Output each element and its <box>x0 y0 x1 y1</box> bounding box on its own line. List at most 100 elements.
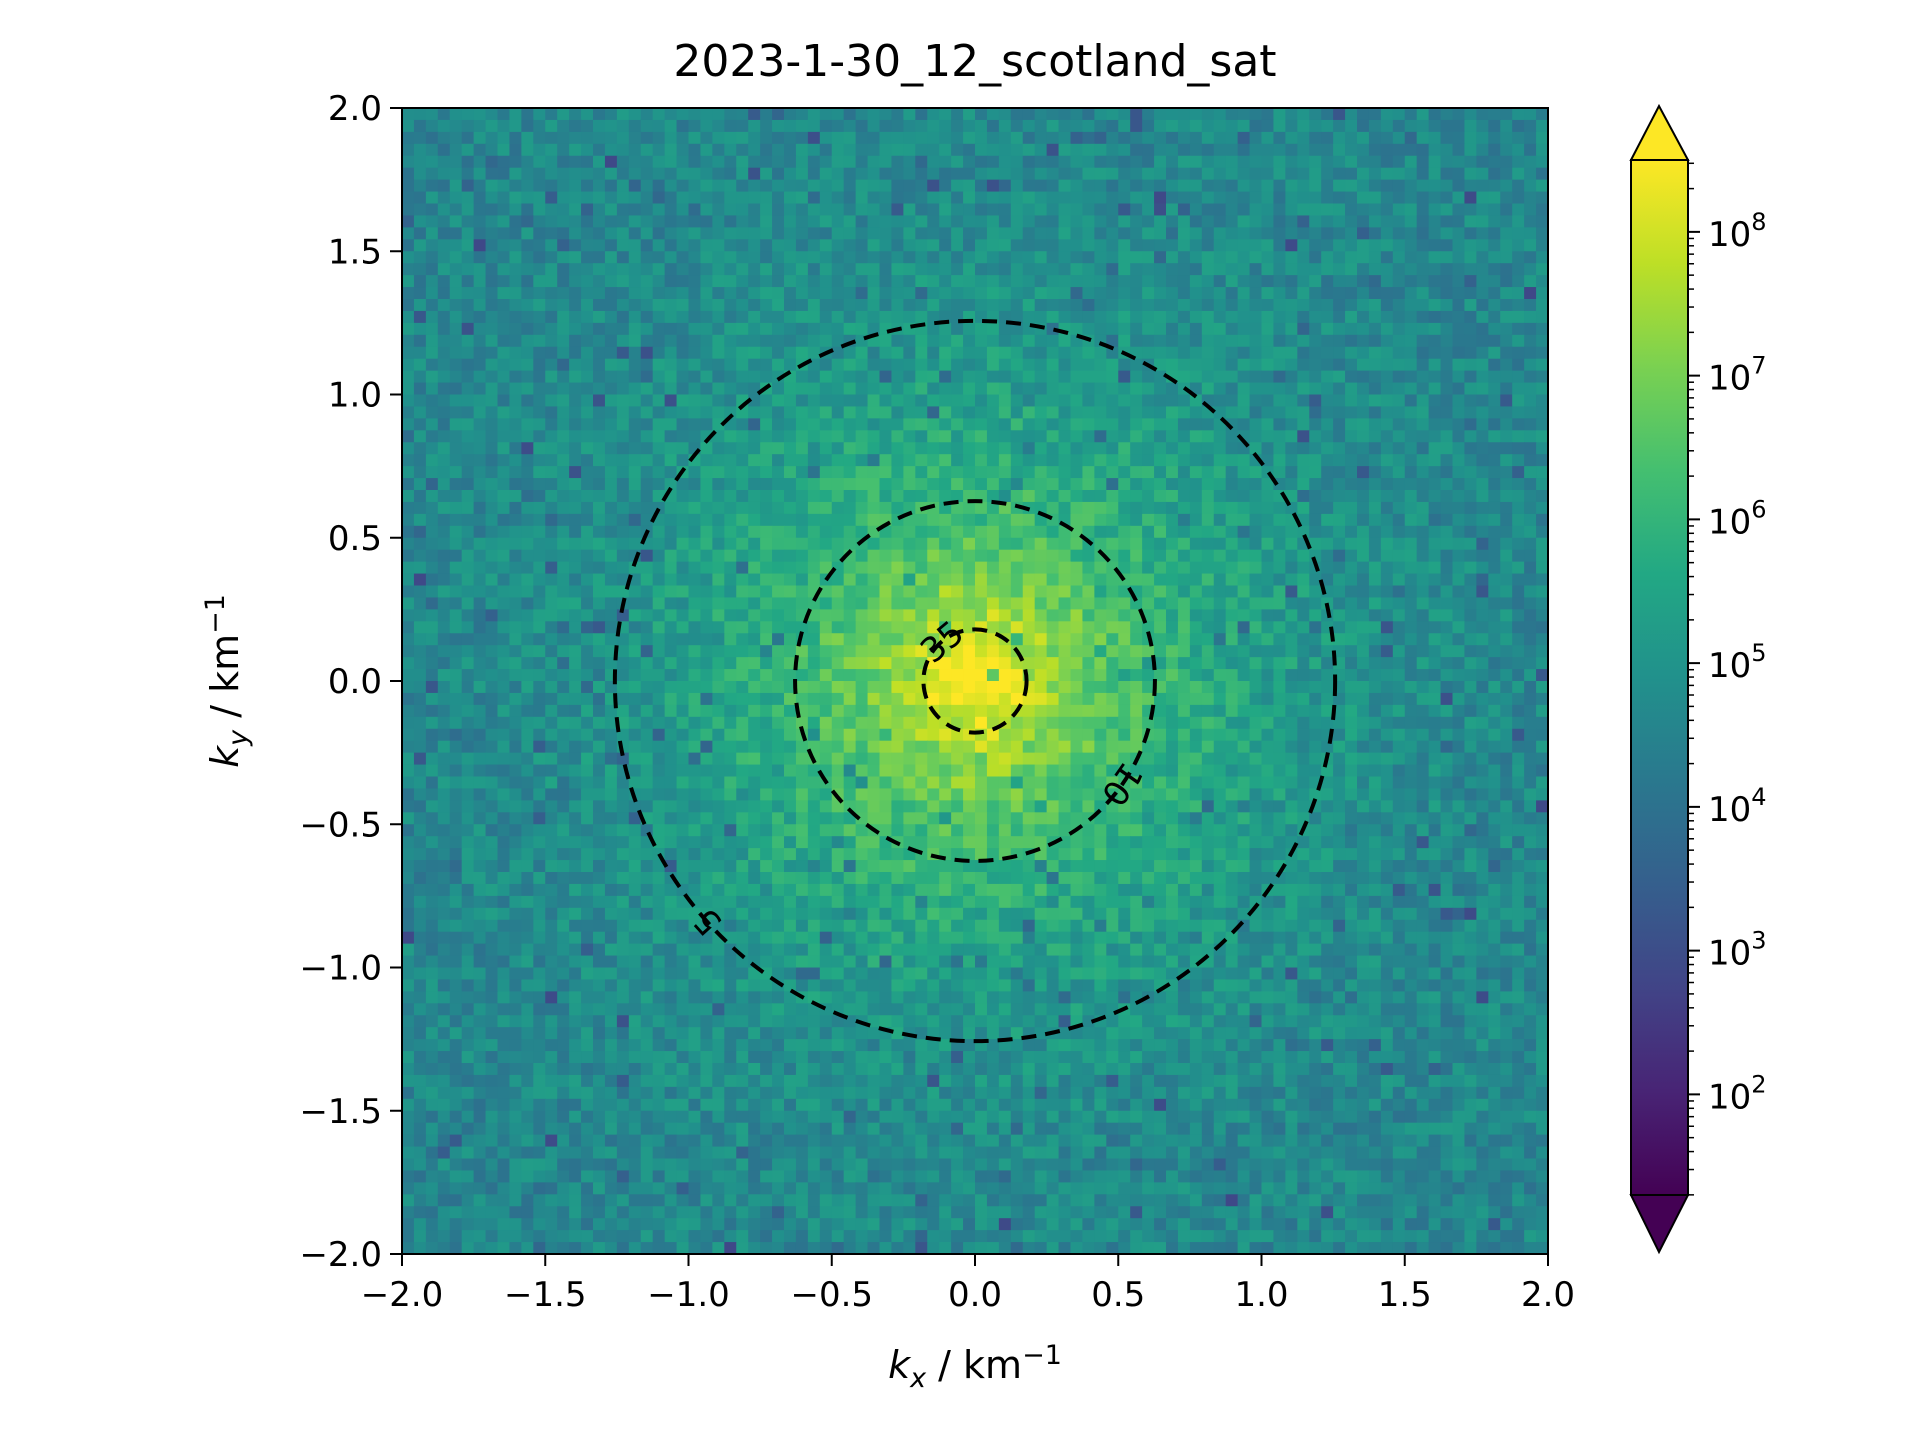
heatmap-cell <box>521 609 534 622</box>
heatmap-cell <box>1189 490 1203 503</box>
heatmap-cell <box>1106 131 1119 145</box>
heatmap-cell <box>712 549 725 563</box>
heatmap-cell <box>473 155 487 169</box>
heatmap-cell <box>1416 394 1430 408</box>
heatmap-cell <box>557 704 570 718</box>
heatmap-cell <box>616 322 630 336</box>
heatmap-cell <box>1166 681 1179 694</box>
heatmap-cell <box>927 179 940 193</box>
heatmap-cell <box>1058 585 1072 599</box>
heatmap-cell <box>1309 585 1322 599</box>
heatmap-cell <box>1213 394 1227 408</box>
heatmap-cell <box>1022 466 1036 479</box>
heatmap-cell <box>1237 609 1251 622</box>
heatmap-cell <box>1046 692 1060 706</box>
heatmap-cell <box>1201 466 1215 479</box>
heatmap-cell <box>915 704 928 718</box>
heatmap-cell <box>1488 573 1501 587</box>
heatmap-cell <box>795 537 809 551</box>
heatmap-cell <box>760 549 773 563</box>
heatmap-cell <box>951 418 964 431</box>
heatmap-cell <box>1380 215 1394 228</box>
heatmap-cell <box>891 167 904 181</box>
heatmap-cell <box>1106 454 1119 467</box>
heatmap-cell <box>1130 263 1143 276</box>
heatmap-cell <box>975 645 988 658</box>
heatmap-cell <box>413 108 427 121</box>
heatmap-cell <box>1249 501 1263 515</box>
heatmap-cell <box>1404 275 1418 288</box>
heatmap-cell <box>664 609 678 622</box>
heatmap-cell <box>1309 394 1322 408</box>
heatmap-cell <box>521 513 534 527</box>
heatmap-cell <box>569 573 582 587</box>
heatmap-cell <box>1166 382 1179 396</box>
heatmap-cell <box>640 275 654 288</box>
heatmap-cell <box>688 549 702 563</box>
heatmap-cell <box>772 537 785 551</box>
heatmap-cell <box>1452 692 1466 706</box>
heatmap-cell <box>425 728 439 742</box>
heatmap-cell <box>1464 454 1477 467</box>
heatmap-cell <box>736 716 749 730</box>
heatmap-cell <box>1225 657 1239 670</box>
heatmap-cell <box>557 191 570 205</box>
heatmap-cell <box>533 681 546 694</box>
heatmap-cell <box>903 669 916 682</box>
heatmap-cell <box>509 609 522 622</box>
heatmap-cell <box>473 645 487 658</box>
heatmap-cell <box>819 681 833 694</box>
heatmap-cell <box>1177 442 1191 455</box>
heatmap-cell <box>807 227 821 240</box>
heatmap-cell <box>963 275 976 288</box>
heatmap-cell <box>1476 466 1489 479</box>
heatmap-cell <box>831 490 845 503</box>
heatmap-cell <box>1368 501 1382 515</box>
heatmap-cell <box>1237 119 1251 133</box>
heatmap-cell <box>461 394 475 408</box>
heatmap-cell <box>1225 704 1239 718</box>
heatmap-cell <box>402 119 415 133</box>
heatmap-cell <box>1357 275 1370 288</box>
heatmap-cell <box>975 418 988 431</box>
heatmap-cell <box>724 131 737 145</box>
heatmap-cell <box>1428 501 1442 515</box>
heatmap-cell <box>1536 621 1548 634</box>
heatmap-cell <box>1022 131 1036 145</box>
heatmap-cell <box>1368 131 1382 145</box>
heatmap-cell <box>1213 490 1227 503</box>
heatmap-cell <box>688 645 702 658</box>
heatmap-cell <box>915 609 928 622</box>
heatmap-cell <box>795 621 809 634</box>
heatmap-cell <box>1309 155 1322 169</box>
heatmap-cell <box>449 609 463 622</box>
heatmap-cell <box>1225 251 1239 264</box>
heatmap-cell <box>640 287 654 300</box>
heatmap-cell <box>1201 346 1215 360</box>
heatmap-cell <box>1118 275 1131 288</box>
heatmap-cell <box>652 430 666 443</box>
heatmap-cell <box>593 692 606 706</box>
heatmap-cell <box>545 263 558 276</box>
heatmap-cell <box>1034 490 1048 503</box>
heatmap-cell <box>1512 490 1525 503</box>
heatmap-cell <box>1094 597 1107 610</box>
heatmap-cell <box>425 430 439 443</box>
heatmap-cell <box>485 179 499 193</box>
heatmap-cell <box>1201 669 1215 682</box>
heatmap-cell <box>1166 657 1179 670</box>
heatmap-cell <box>1022 537 1036 551</box>
heatmap-cell <box>1130 466 1143 479</box>
heatmap-cell <box>1380 179 1394 193</box>
heatmap-cell <box>1333 203 1346 217</box>
heatmap-cell <box>1345 370 1358 384</box>
heatmap-cell <box>664 525 678 539</box>
heatmap-cell <box>998 215 1012 228</box>
heatmap-cell <box>748 430 761 443</box>
heatmap-cell <box>413 275 427 288</box>
heatmap-cell <box>1464 275 1477 288</box>
heatmap-cell <box>437 490 451 503</box>
heatmap-cell <box>1380 239 1394 252</box>
heatmap-cell <box>437 597 451 610</box>
heatmap-cell <box>1440 382 1454 396</box>
